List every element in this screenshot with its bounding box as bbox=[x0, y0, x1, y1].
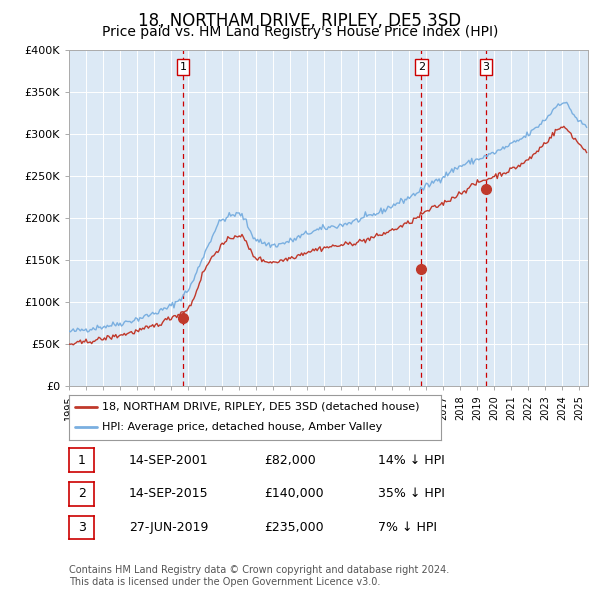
Text: Contains HM Land Registry data © Crown copyright and database right 2024.
This d: Contains HM Land Registry data © Crown c… bbox=[69, 565, 449, 587]
Text: £235,000: £235,000 bbox=[264, 521, 323, 534]
Text: 18, NORTHAM DRIVE, RIPLEY, DE5 3SD: 18, NORTHAM DRIVE, RIPLEY, DE5 3SD bbox=[139, 12, 461, 30]
Text: 2: 2 bbox=[77, 487, 86, 500]
Text: 14-SEP-2001: 14-SEP-2001 bbox=[129, 454, 209, 467]
Text: Price paid vs. HM Land Registry's House Price Index (HPI): Price paid vs. HM Land Registry's House … bbox=[102, 25, 498, 40]
Text: 3: 3 bbox=[482, 62, 490, 72]
Text: £82,000: £82,000 bbox=[264, 454, 316, 467]
Text: £140,000: £140,000 bbox=[264, 487, 323, 500]
Text: 1: 1 bbox=[179, 62, 187, 72]
Text: 14-SEP-2015: 14-SEP-2015 bbox=[129, 487, 209, 500]
Text: 1: 1 bbox=[77, 454, 86, 467]
Text: HPI: Average price, detached house, Amber Valley: HPI: Average price, detached house, Ambe… bbox=[103, 422, 383, 432]
Text: 35% ↓ HPI: 35% ↓ HPI bbox=[378, 487, 445, 500]
Text: 27-JUN-2019: 27-JUN-2019 bbox=[129, 521, 208, 534]
Text: 14% ↓ HPI: 14% ↓ HPI bbox=[378, 454, 445, 467]
Text: 7% ↓ HPI: 7% ↓ HPI bbox=[378, 521, 437, 534]
Text: 2: 2 bbox=[418, 62, 425, 72]
Text: 3: 3 bbox=[77, 521, 86, 534]
Text: 18, NORTHAM DRIVE, RIPLEY, DE5 3SD (detached house): 18, NORTHAM DRIVE, RIPLEY, DE5 3SD (deta… bbox=[103, 402, 420, 412]
